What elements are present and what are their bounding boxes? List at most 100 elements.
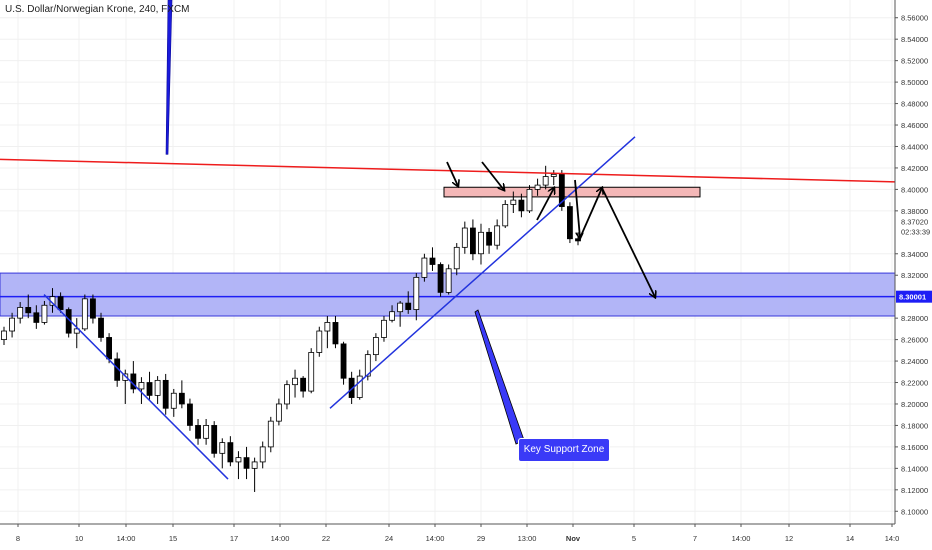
time-tick-label: 14:00 xyxy=(426,534,445,543)
price-tick-label: 8.24000 xyxy=(901,357,928,366)
price-tick-label: 8.42000 xyxy=(901,164,928,173)
candle-down xyxy=(33,312,40,323)
candle-up xyxy=(461,227,468,248)
candle-up xyxy=(526,188,533,212)
candle xyxy=(65,307,72,338)
price-tick-label: 8.14000 xyxy=(901,464,928,473)
candle xyxy=(308,348,315,394)
candle-down xyxy=(106,337,113,360)
candle-down xyxy=(518,199,525,212)
candle xyxy=(251,457,258,492)
candle-up xyxy=(542,176,549,186)
time-tick-label: 17 xyxy=(230,534,238,543)
arrow-3 xyxy=(536,188,554,221)
candle-up xyxy=(445,268,452,293)
time-axis[interactable]: 8 10 14:00 15 17 14:00 22 24 14:00 29 13:00 Nov 5 7 14… xyxy=(0,523,900,543)
candle xyxy=(81,294,88,332)
price-tick-label: 8.10000 xyxy=(901,507,928,516)
candle xyxy=(1,326,7,345)
candle-up xyxy=(316,330,323,353)
price-tick-label: 8.22000 xyxy=(901,379,928,388)
candle-up xyxy=(292,377,298,386)
candle-down xyxy=(98,317,104,338)
candle xyxy=(98,312,104,342)
candle-down xyxy=(567,206,573,240)
price-tick-label: 8.46000 xyxy=(901,121,928,130)
candle-up xyxy=(534,184,541,190)
price-tick-label: 8.28000 xyxy=(901,314,928,323)
candle xyxy=(453,243,460,276)
candle-up xyxy=(170,392,177,409)
candle-down xyxy=(195,425,201,439)
candle xyxy=(73,318,80,349)
candle xyxy=(178,380,185,409)
candle-up xyxy=(502,204,509,227)
candle xyxy=(17,302,24,324)
time-tick-label: 5 xyxy=(632,534,636,543)
vertical-spike xyxy=(165,0,173,155)
candle xyxy=(356,369,363,400)
price-axis[interactable]: 8.56000 8.54000 8.52000 8.50000 8.48000 8.460… xyxy=(894,0,932,524)
candle xyxy=(211,421,218,458)
candle xyxy=(486,228,492,254)
time-tick-label: 14 xyxy=(846,534,854,543)
price-tick-label: 8.54000 xyxy=(901,35,928,44)
candle-up xyxy=(267,420,274,448)
key-support-callout: Key Support Zone xyxy=(518,438,610,462)
price-tick-label: 8.32000 xyxy=(901,271,928,280)
time-tick-label: 14:00 xyxy=(117,534,136,543)
grid-lines xyxy=(0,0,895,524)
candle xyxy=(413,273,420,321)
candle xyxy=(526,185,533,213)
candle-down xyxy=(332,322,339,345)
candle xyxy=(478,223,484,265)
time-tick-label: 29 xyxy=(477,534,485,543)
candle xyxy=(469,219,476,261)
candle-up xyxy=(284,384,290,405)
candle xyxy=(219,438,226,469)
price-tick-label: 8.40000 xyxy=(901,185,928,194)
candle-up xyxy=(275,403,282,422)
time-tick-label: 14:0 xyxy=(885,534,900,543)
support-price-badge: 8.30001 xyxy=(896,290,932,303)
candle-down xyxy=(486,231,492,246)
candle xyxy=(162,373,169,415)
candle-up xyxy=(17,307,24,319)
candle xyxy=(235,451,242,480)
falling-trendline xyxy=(43,294,229,480)
candle-up xyxy=(453,246,460,270)
chart-title: U.S. Dollar/Norwegian Krone, 240, FXCM xyxy=(5,4,190,15)
candle xyxy=(9,312,15,338)
candle xyxy=(494,219,501,250)
candle xyxy=(567,202,573,244)
candle xyxy=(90,294,96,324)
candle xyxy=(203,419,210,445)
candle-down xyxy=(90,298,96,319)
candle xyxy=(381,316,387,342)
red-trendline xyxy=(0,158,896,183)
candle xyxy=(227,436,234,467)
arrow-5 xyxy=(579,188,602,239)
rising-trendline xyxy=(329,136,636,409)
candle-down xyxy=(25,307,32,314)
candle xyxy=(275,398,282,426)
candle-down xyxy=(558,173,565,207)
candle xyxy=(243,446,250,480)
candle-up xyxy=(251,461,258,469)
candle-up xyxy=(259,446,266,463)
candle-up xyxy=(9,317,15,332)
candle-down xyxy=(340,343,347,379)
candle xyxy=(510,191,517,213)
candle xyxy=(146,371,153,400)
candle xyxy=(300,376,307,398)
candle-down xyxy=(146,382,153,396)
arrow-1 xyxy=(446,161,458,186)
candle-down xyxy=(178,392,185,405)
price-tick-label: 8.16000 xyxy=(901,443,928,452)
time-tick-label: 15 xyxy=(169,534,177,543)
candle xyxy=(332,316,339,349)
candle xyxy=(195,419,201,445)
candle xyxy=(558,170,565,211)
